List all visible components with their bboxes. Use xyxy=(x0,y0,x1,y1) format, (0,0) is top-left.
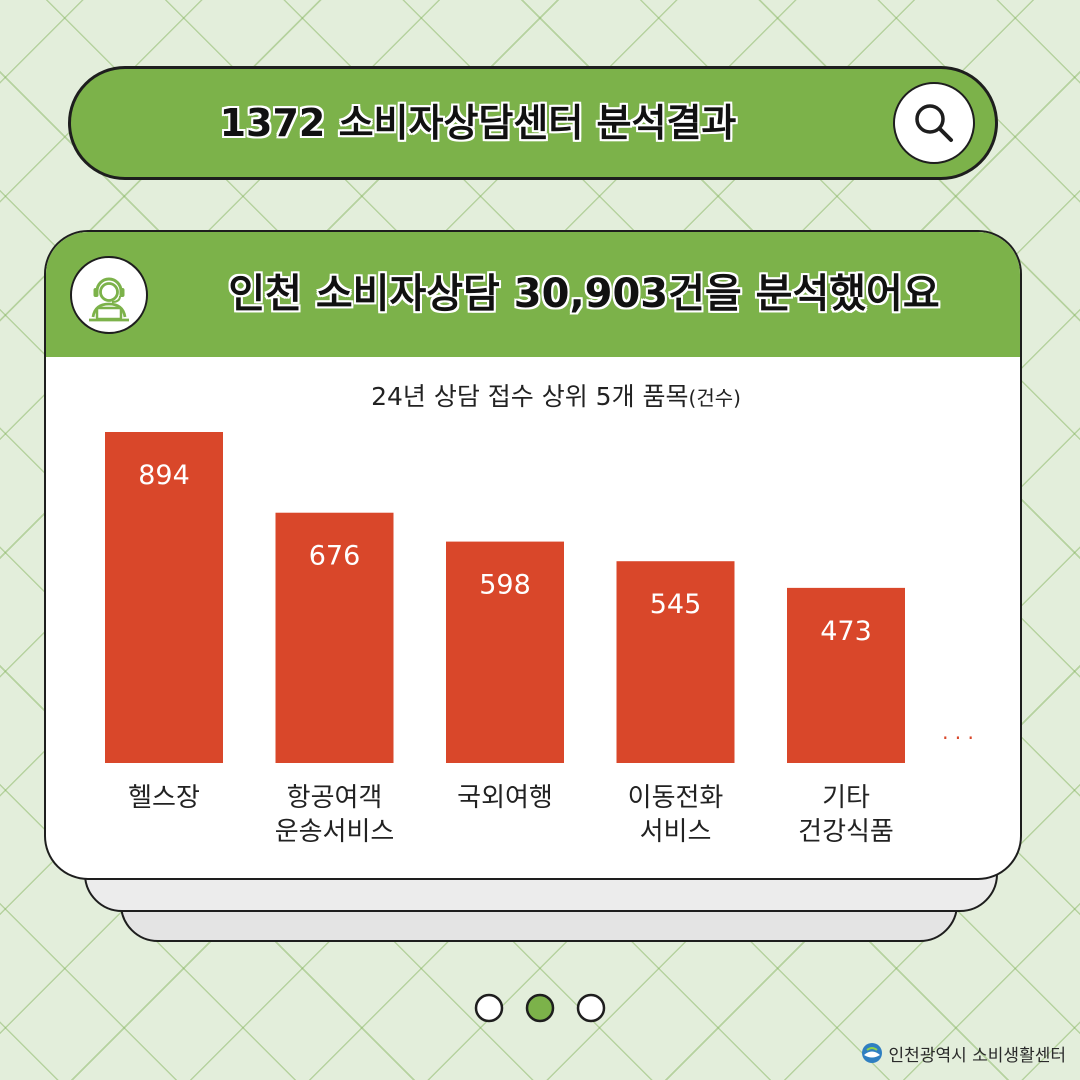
bar-value-label: 473 xyxy=(820,616,872,647)
search-bar: 1372 소비자상담센터 분석결과 xyxy=(68,66,998,180)
bar xyxy=(787,587,905,763)
bar-value-label: 894 xyxy=(138,460,190,491)
category-label: 헬스장 xyxy=(128,783,200,813)
page-dot[interactable] xyxy=(576,993,606,1023)
chart-title: 24년 상담 접수 상위 5개 품목(건수) xyxy=(371,382,741,411)
category-label: 국외여행 xyxy=(457,783,553,813)
page-dot-active[interactable] xyxy=(525,993,555,1023)
search-title: 1372 소비자상담센터 분석결과 xyxy=(219,101,737,145)
category-label-line: 헬스장 xyxy=(128,783,200,813)
card-title: 인천 소비자상담 30,903건을 분석했어요 xyxy=(228,271,940,317)
bar-value-label: 676 xyxy=(309,541,361,572)
more-indicator: · · · xyxy=(942,726,974,750)
category-label-line: 국외여행 xyxy=(457,783,553,813)
bar xyxy=(446,541,564,763)
page-dot[interactable] xyxy=(474,993,504,1023)
chart-unit: (건수) xyxy=(689,386,741,410)
category-label-line: 서비스 xyxy=(640,817,712,847)
bar-value-label: 545 xyxy=(650,589,702,620)
bar xyxy=(616,561,735,763)
bar xyxy=(105,432,223,763)
card-header xyxy=(46,232,1020,357)
category-label-line: 운송서비스 xyxy=(275,817,395,847)
bar xyxy=(275,512,394,763)
chart-title-group: 24년 상담 접수 상위 5개 품목(건수) xyxy=(371,382,741,411)
category-label-line: 건강식품 xyxy=(798,817,894,847)
chart-title-text: 24년 상담 접수 상위 5개 품목 xyxy=(371,382,688,411)
footer-org: 인천광역시 소비생활센터 xyxy=(888,1045,1066,1066)
bar-value-label: 598 xyxy=(479,570,531,601)
category-label-line: 기타 xyxy=(822,783,870,813)
avatar xyxy=(70,256,148,334)
city-logo-icon xyxy=(861,1043,882,1063)
search-icon xyxy=(915,104,953,142)
footer: 인천광역시 소비생활센터 xyxy=(861,1040,1066,1066)
category-label-line: 항공여객 xyxy=(287,783,383,813)
search-button[interactable] xyxy=(893,82,975,164)
headset-agent-icon xyxy=(89,277,129,322)
category-label-line: 이동전화 xyxy=(628,783,724,813)
